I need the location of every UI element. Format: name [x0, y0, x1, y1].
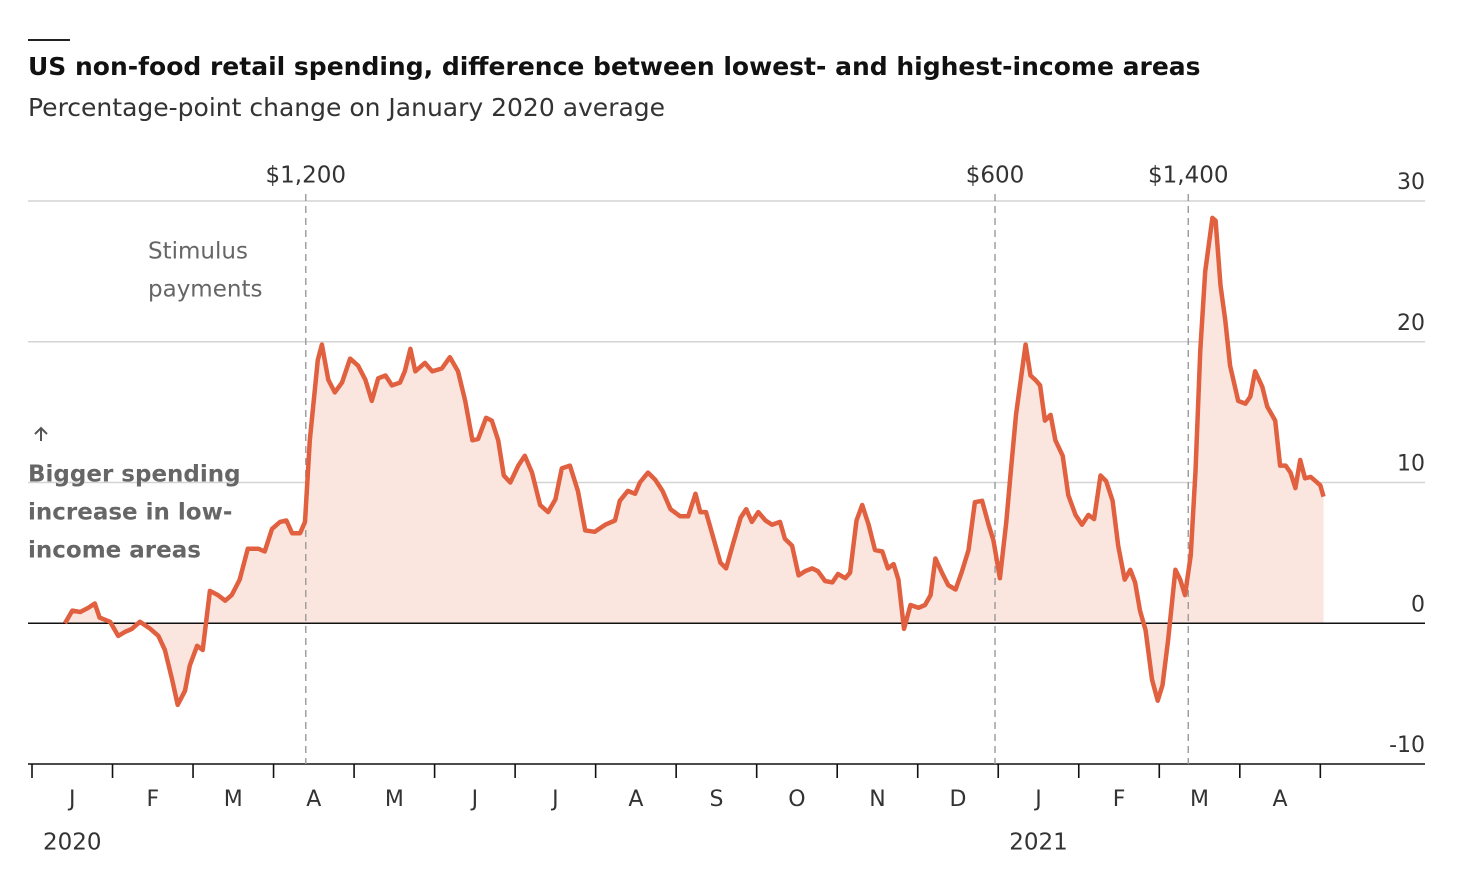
y-tick-label: 10 [1397, 452, 1425, 477]
y-tick-label: 20 [1397, 311, 1425, 336]
event-label: $600 [966, 163, 1025, 189]
year-label: 2020 [43, 830, 102, 856]
year-label: 2021 [1009, 830, 1068, 856]
x-tick-label: J [550, 787, 559, 812]
x-tick-label: O [788, 787, 805, 812]
y-note: Bigger spending [28, 462, 241, 488]
chart-title: US non-food retail spending, difference … [28, 52, 1201, 81]
chart-subtitle: Percentage-point change on January 2020 … [28, 93, 665, 122]
area [65, 217, 1324, 705]
y-note: increase in low- [28, 500, 232, 526]
x-tick-label: F [146, 787, 159, 812]
event-note: Stimulus [148, 239, 248, 265]
y-note: income areas [28, 538, 201, 564]
x-tick-label: A [1273, 787, 1288, 812]
y-tick-label: -10 [1389, 733, 1425, 758]
x-tick-label: A [628, 787, 643, 812]
up-arrow [34, 426, 48, 441]
x-tick-label: M [385, 787, 404, 812]
x-tick-label: N [869, 787, 885, 812]
x-tick-label: J [1033, 787, 1042, 812]
event-label: $1,200 [266, 163, 346, 189]
x-tick-label: J [67, 787, 76, 812]
y-tick-label: 30 [1397, 170, 1425, 195]
x-tick-label: F [1113, 787, 1126, 812]
event-note: payments [148, 277, 262, 303]
x-tick-label: M [224, 787, 243, 812]
x-tick-label: J [470, 787, 479, 812]
x-tick-label: S [709, 787, 723, 812]
event-label: $1,400 [1148, 163, 1228, 189]
y-tick-label: 0 [1411, 592, 1425, 617]
x-tick-label: M [1190, 787, 1209, 812]
line [63, 215, 1326, 708]
x-tick-label: D [950, 787, 967, 812]
x-tick-label: A [306, 787, 321, 812]
